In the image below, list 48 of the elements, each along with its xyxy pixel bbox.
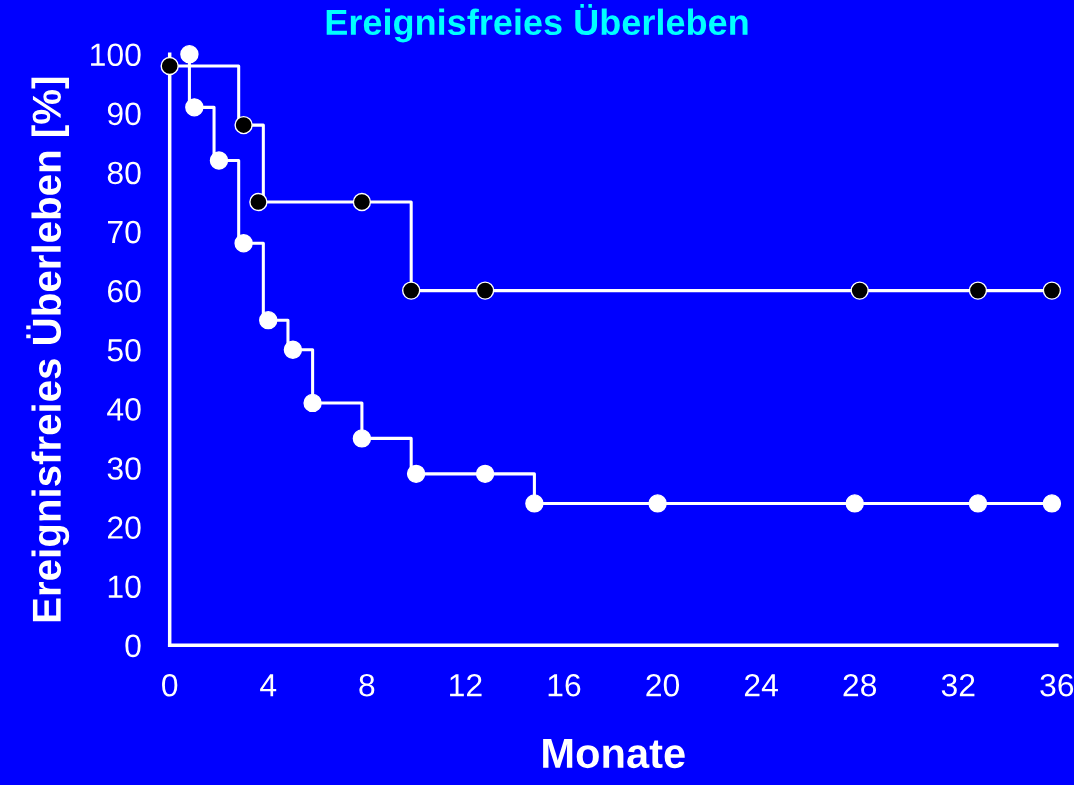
y-tick-label: 80: [107, 161, 141, 185]
point: [850, 281, 869, 300]
y-axis-title: Ereignisfreies Überleben [%]: [26, 77, 70, 622]
x-tick-label: 0: [162, 673, 178, 697]
y-tick-label: 90: [107, 102, 141, 126]
x-tick-label: 36: [1040, 673, 1074, 697]
y-tick-label: 50: [107, 338, 141, 362]
point: [283, 340, 303, 359]
y-tick-label: 40: [107, 398, 141, 421]
point: [259, 310, 278, 330]
point: [1042, 281, 1062, 300]
point: [475, 464, 495, 484]
y-tick-label: 10: [108, 575, 141, 599]
x-tick-label: 24: [744, 673, 778, 697]
point: [475, 281, 495, 300]
y-tick-label: 70: [108, 220, 141, 244]
x-axis-title: Monate: [543, 739, 685, 769]
point: [209, 151, 229, 170]
x-tick-label: 4: [260, 674, 277, 697]
point: [234, 234, 253, 253]
point: [401, 281, 421, 300]
point: [406, 464, 426, 484]
y-tick-label: 100: [91, 43, 141, 67]
x-tick-label: 12: [450, 673, 482, 697]
point: [648, 494, 667, 513]
y-tick-label: 0: [125, 634, 141, 658]
point: [845, 494, 864, 513]
point: [1042, 494, 1062, 513]
y-tick-label: 20: [107, 516, 141, 539]
point: [968, 494, 988, 513]
y-tick-label: 30: [107, 457, 141, 480]
point: [249, 192, 268, 212]
chart-title: Ereignisfreies Überleben: [326, 3, 748, 43]
point: [525, 494, 544, 513]
point: [185, 98, 204, 117]
x-tick-label: 20: [646, 673, 680, 697]
x-tick-label: 28: [843, 673, 877, 697]
point: [160, 56, 179, 76]
point: [303, 393, 322, 413]
x-tick-label: 32: [941, 673, 975, 697]
y-tick-label: 60: [108, 279, 141, 303]
point: [234, 115, 253, 135]
x-tick-label: 8: [359, 673, 375, 697]
point: [352, 192, 372, 212]
point: [180, 44, 199, 64]
point: [352, 429, 372, 448]
point: [968, 281, 988, 300]
x-tick-label: 16: [548, 673, 581, 697]
